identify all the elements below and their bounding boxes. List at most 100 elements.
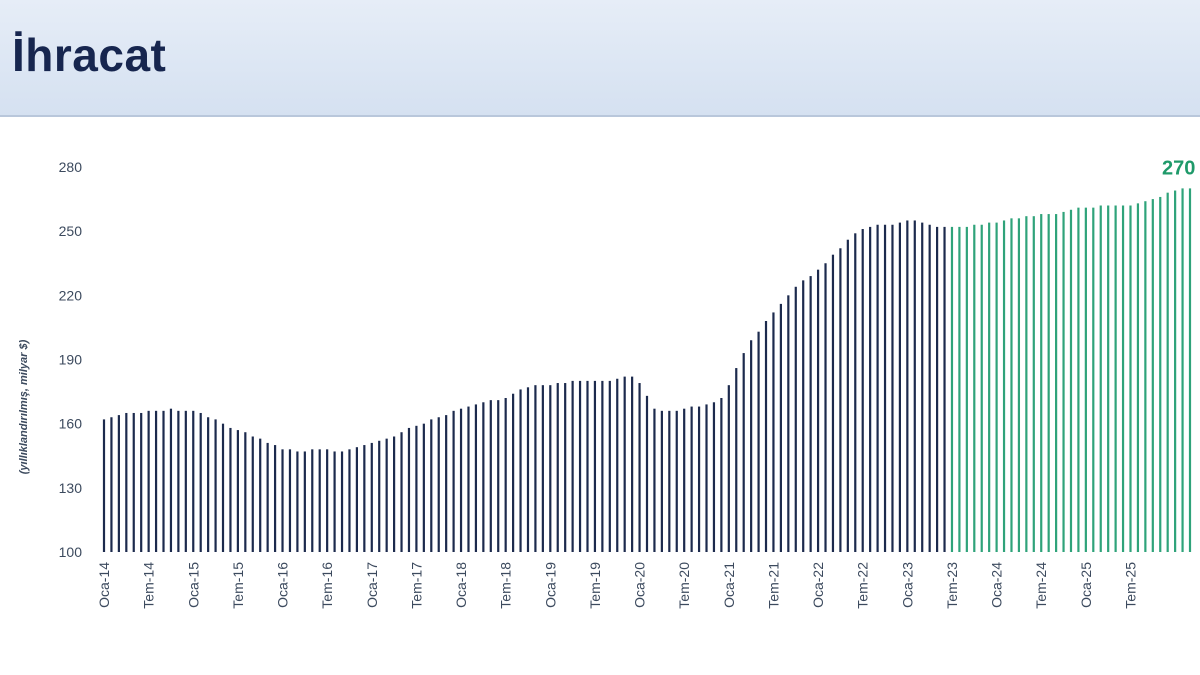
bar [333,451,336,552]
bar [683,408,686,552]
bar [980,224,983,552]
bar [950,226,954,552]
bar [259,438,262,552]
bar [1129,205,1132,552]
bar [393,436,396,552]
bar [541,385,544,552]
bar [1077,207,1080,552]
bar [712,402,716,552]
bar [273,445,277,552]
bar [690,406,693,552]
bar [578,380,582,552]
bar [816,269,820,552]
page-title: İhracat [12,29,167,81]
bar [303,451,306,552]
bar [988,222,991,553]
bar [779,303,782,552]
x-tick-label: Oca-20 [632,562,648,608]
bar [936,226,939,552]
bar [965,226,968,552]
bar [102,419,106,552]
x-tick-label: Oca-24 [989,562,1005,608]
bar [385,438,388,552]
bar [869,226,872,552]
bar [1114,205,1117,552]
bar [1032,216,1035,552]
bar [876,224,879,552]
bar [593,380,597,552]
bar [251,436,254,552]
bar [891,224,894,552]
bar [437,417,440,552]
bar [1159,196,1162,552]
bar [623,376,626,552]
bar [415,425,418,552]
bar [958,226,961,552]
bar [705,404,708,552]
bar [467,406,470,552]
y-tick-label: 160 [59,416,83,432]
bar [400,432,403,552]
y-tick-label: 100 [59,544,83,560]
bar [430,419,433,552]
bar [898,222,901,553]
x-tick-label: Oca-21 [721,562,737,608]
bar [288,449,292,552]
bar [1166,192,1169,553]
bar [601,380,604,552]
bar [973,224,976,552]
bar [631,376,634,552]
x-tick-label: Oca-17 [364,562,380,608]
bar [735,368,738,552]
x-tick-label: Oca-19 [542,562,558,608]
bar [445,415,448,552]
bar [1069,209,1073,552]
bar [348,449,351,552]
bar [697,406,701,552]
y-tick-label: 250 [59,223,83,239]
y-axis-label: (yıllıklandırılmış, milyar $) [18,339,30,474]
bar [474,404,478,552]
x-tick-label: Tem-18 [498,562,514,609]
bar [452,410,455,552]
bar [407,427,411,552]
bar [311,449,314,552]
bar [913,220,916,552]
bar [668,410,671,552]
bar [1040,214,1043,552]
bar [1136,203,1140,553]
bar [482,402,485,552]
x-tick-label: Tem-24 [1033,562,1049,609]
bar [177,410,180,552]
y-tick-label: 130 [59,480,83,496]
last-value-label: 270 [1162,157,1195,179]
bar [117,415,120,552]
bar [192,410,195,552]
bar [169,408,173,552]
bar [571,380,574,552]
bar [616,378,619,552]
bar [943,226,946,552]
bar [764,321,768,552]
y-axis: 100 130 160 190 220 250 280 [59,159,83,560]
bar [534,385,537,552]
bar [1099,205,1102,552]
bar [266,442,269,552]
bar [207,417,210,552]
bar [861,229,864,552]
bar [675,410,678,552]
bar [1174,190,1177,552]
bar [1055,214,1058,552]
bar [638,383,641,552]
slide-header: İhracat [0,0,1200,117]
bar [720,398,723,552]
bar [809,276,812,552]
bar [378,440,381,552]
bar [1121,205,1125,552]
x-tick-label: Tem-16 [319,562,335,609]
bar [802,280,805,552]
x-axis: Oca-14 Tem-14 Oca-15 Tem-15 Oca-16 Tem-16 Oca-… [96,562,1139,609]
bar [281,449,284,552]
bar [794,286,797,552]
bar [1002,220,1006,552]
